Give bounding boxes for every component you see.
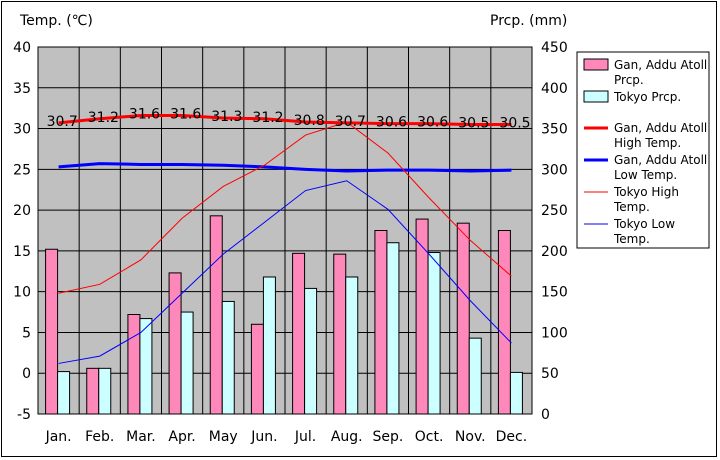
y-tick-left: 5 — [22, 325, 31, 341]
x-tick-label: Jul. — [294, 429, 316, 445]
data-label-gan-high: 31.2 — [252, 110, 283, 126]
x-tick-label: Oct. — [415, 429, 444, 445]
line-tokyo-high-temp — [58, 121, 512, 294]
bar-tokyo-prcp — [509, 371, 523, 415]
data-label-gan-high: 30.5 — [499, 115, 530, 131]
bar-gan-prcp — [333, 253, 347, 415]
legend-label: Tokyo Prcp. — [613, 90, 681, 104]
x-tick-label: Aug. — [331, 429, 363, 445]
legend-label: Gan, Addu Atoll — [614, 121, 707, 135]
y-tick-left: -5 — [17, 407, 31, 423]
legend-swatch — [583, 58, 609, 71]
bar-tokyo-prcp — [262, 276, 276, 415]
bar-tokyo-prcp — [427, 252, 441, 415]
y-tick-right: 0 — [541, 407, 550, 423]
line-tokyo-low-temp — [58, 180, 512, 364]
x-tick-label: Feb. — [85, 429, 114, 445]
bar-tokyo-prcp — [468, 337, 482, 415]
data-label-gan-high: 30.8 — [294, 113, 325, 129]
data-label-gan-high: 30.7 — [335, 114, 366, 130]
y-tick-left: 40 — [13, 40, 31, 56]
legend-label: Low Temp. — [614, 168, 677, 182]
x-tick-label: Nov. — [455, 429, 486, 445]
y-tick-left: 20 — [13, 203, 31, 219]
y-tick-left: 35 — [13, 81, 31, 97]
bar-gan-prcp — [456, 222, 470, 415]
bar-tokyo-prcp — [57, 371, 71, 415]
x-tick-label: Jun. — [250, 429, 277, 445]
bar-tokyo-prcp — [221, 300, 235, 415]
temperature-lines — [58, 114, 512, 364]
y-tick-right: 300 — [541, 162, 568, 178]
bar-tokyo-prcp — [139, 318, 153, 415]
bar-gan-prcp — [415, 218, 429, 415]
x-tick-label: Mar. — [126, 429, 156, 445]
data-labels: 30.7 31.2 31.6 31.6 31.3 31.2 30.8 30.7 30.6 30.6… — [47, 107, 531, 132]
bar-tokyo-prcp — [98, 367, 112, 415]
bar-tokyo-prcp — [304, 287, 318, 415]
y-tick-right: 100 — [541, 325, 568, 341]
bar-gan-prcp — [292, 252, 306, 415]
legend-label: Gan, Addu Atoll — [614, 58, 707, 72]
bar-gan-prcp — [209, 215, 223, 415]
data-label-gan-high: 31.3 — [211, 109, 242, 125]
bar-gan-prcp — [127, 314, 141, 415]
legend-label: Temp. — [613, 200, 650, 214]
legend-label: Tokyo High — [613, 185, 679, 199]
y-tick-right: 450 — [541, 40, 568, 56]
x-tick-label: May — [209, 429, 238, 445]
legend-label: Temp. — [613, 232, 650, 246]
y-tick-right: 400 — [541, 81, 568, 97]
legend-label: Gan, Addu Atoll — [614, 153, 707, 167]
data-label-gan-high: 30.6 — [417, 115, 448, 131]
y-axis-right-title: Prcp. (mm) — [490, 13, 567, 29]
bar-gan-prcp — [374, 230, 388, 415]
y-tick-right: 250 — [541, 203, 568, 219]
bar-gan-prcp — [168, 272, 182, 415]
data-label-gan-high: 30.6 — [376, 115, 407, 131]
y-tick-left: 30 — [13, 122, 31, 138]
line-gan-high-temp — [58, 114, 512, 126]
data-label-gan-high: 31.2 — [88, 110, 119, 126]
precipitation-bars — [45, 215, 523, 415]
y-tick-right: 350 — [541, 122, 568, 138]
legend-label: Prcp. — [614, 73, 644, 87]
x-tick-label: Sep. — [372, 429, 403, 445]
legend-label: Tokyo Low — [613, 217, 675, 231]
bar-gan-prcp — [45, 248, 59, 415]
bar-gan-prcp — [86, 367, 100, 415]
y-tick-left: 10 — [13, 285, 31, 301]
data-label-gan-high: 30.5 — [458, 115, 489, 131]
data-label-gan-high: 31.6 — [170, 107, 201, 123]
y-tick-right: 150 — [541, 285, 568, 301]
data-label-gan-high: 31.6 — [129, 107, 160, 123]
data-label-gan-high: 30.7 — [47, 114, 78, 130]
legend-label: High Temp. — [614, 136, 681, 150]
x-tick-label: Jan. — [45, 429, 72, 445]
y-tick-right: 200 — [541, 244, 568, 260]
bar-tokyo-prcp — [345, 276, 359, 415]
y-tick-left: 15 — [13, 244, 31, 260]
bar-tokyo-prcp — [180, 311, 194, 415]
y-tick-right: 50 — [541, 366, 559, 382]
axes: -505101520253035400501001502002503003504… — [13, 40, 568, 445]
y-tick-left: 25 — [13, 162, 31, 178]
legend-box — [576, 51, 710, 249]
bar-tokyo-prcp — [386, 242, 400, 415]
y-axis-left-title: Temp. (℃) — [19, 13, 93, 29]
line-gan-low-temp — [58, 162, 512, 173]
bar-gan-prcp — [497, 230, 511, 415]
legend-swatch — [583, 90, 609, 103]
x-tick-label: Apr. — [168, 429, 195, 445]
bar-gan-prcp — [250, 323, 264, 415]
x-tick-label: Dec. — [496, 429, 528, 445]
y-tick-left: 0 — [22, 366, 31, 382]
